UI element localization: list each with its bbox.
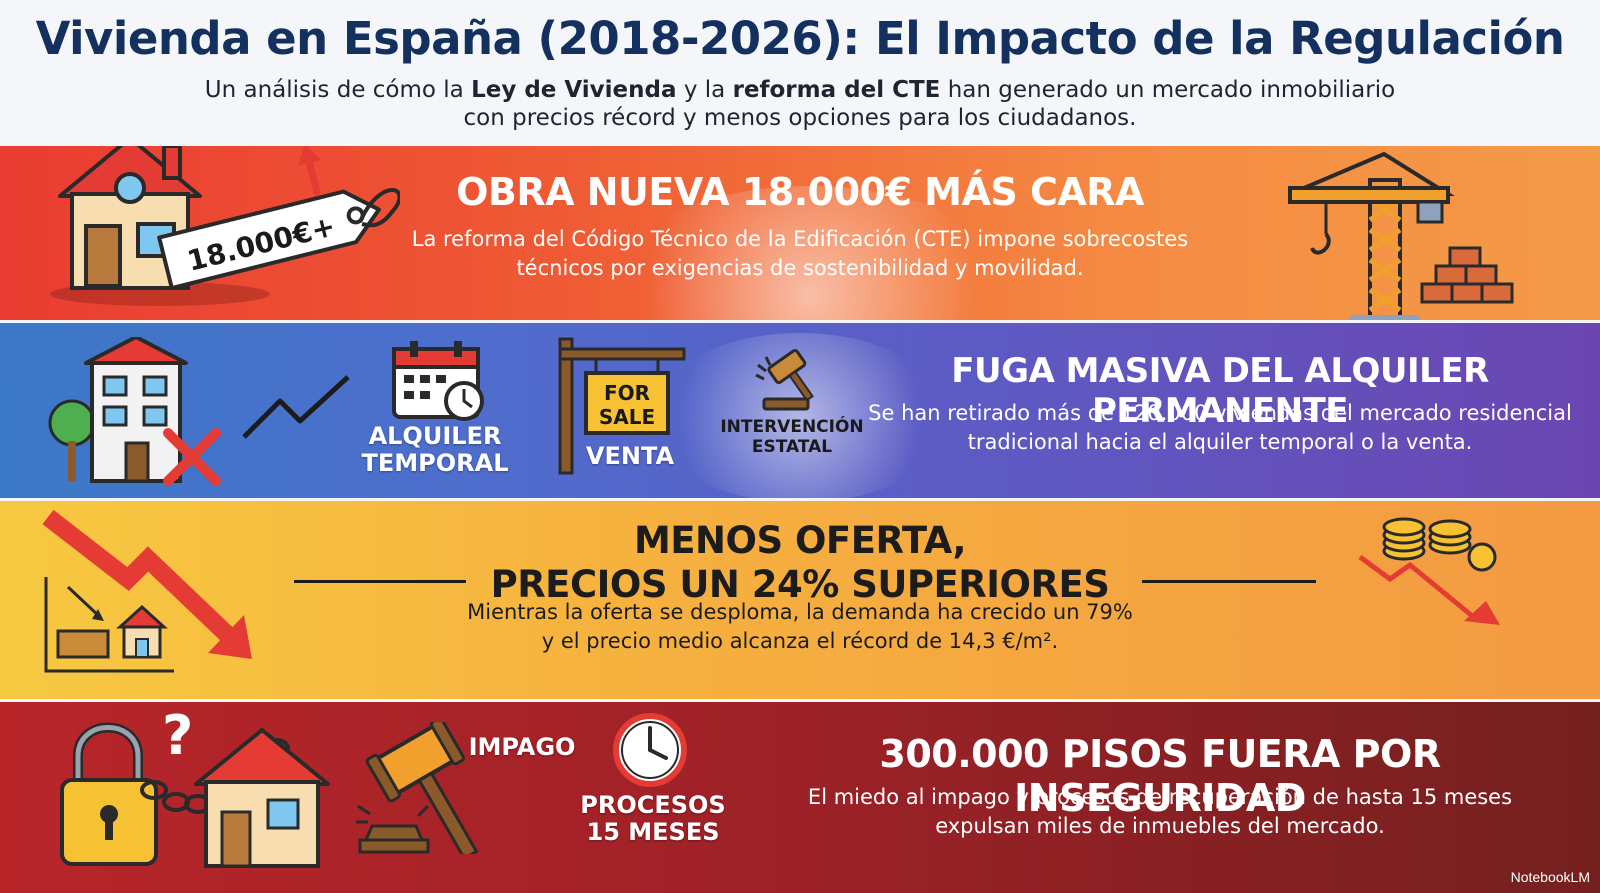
- divider-right: [1142, 580, 1316, 583]
- padlock-chain-house-icon: [60, 722, 330, 868]
- bricks-icon: [1420, 246, 1514, 304]
- svg-text:?: ?: [162, 704, 193, 762]
- section-insecurity: ? IMPAGO PROCESOS 15 MESES 300.000 PISOS…: [0, 702, 1600, 893]
- crane-icon: [1288, 151, 1455, 320]
- label-nonpayment: IMPAGO: [468, 733, 576, 761]
- label-temporary-rental: ALQUILER TEMPORAL: [361, 422, 509, 477]
- calendar-clock-icon: [392, 341, 484, 421]
- divider-left: [294, 580, 466, 583]
- falling-arrow-chart-icon: [42, 509, 252, 673]
- header: Vivienda en España (2018-2026): El Impac…: [0, 0, 1600, 146]
- section-heading: 300.000 PISOS FUERA POR INSEGURIDAD: [879, 732, 1441, 820]
- section-body: El miedo al impago y procesos de recuper…: [807, 785, 1513, 838]
- clock-icon: [613, 713, 687, 787]
- trend-line-icon: [242, 375, 350, 439]
- question-mark-icon: ?: [162, 704, 193, 762]
- section-heading: MENOS OFERTA, PRECIOS UN 24% SUPERIORES: [490, 519, 1110, 606]
- brand-watermark: NotebookLM: [1510, 869, 1590, 885]
- label-intervention: INTERVENCIÓN ESTATAL: [720, 417, 864, 457]
- label-sale: VENTA: [585, 442, 675, 470]
- gavel-icon: [356, 722, 479, 854]
- section-rental-flight: ALQUILER TEMPORAL FOR SALE VENTA INTERVE…: [0, 323, 1600, 498]
- page-title: Vivienda en España (2018-2026): El Impac…: [35, 12, 1565, 65]
- for-sale-text: FOR SALE: [598, 381, 656, 429]
- coins-falling-icon: [1358, 517, 1500, 625]
- label-process-duration: PROCESOS 15 MESES: [580, 791, 726, 846]
- section-less-supply: MENOS OFERTA, PRECIOS UN 24% SUPERIORES …: [0, 501, 1600, 699]
- section-body: La reforma del Código Técnico de la Edif…: [411, 227, 1189, 280]
- section-heading: FUGA MASIVA DEL ALQUILER PERMANENTE: [951, 351, 1489, 431]
- building-crossed-icon: [48, 337, 221, 486]
- for-sale-sign-icon: [558, 337, 686, 475]
- section-body: Se han retirado más de 120.000 viviendas…: [868, 401, 1572, 454]
- house-price-tag-icon: 18.000€+: [50, 146, 400, 306]
- section-body: Mientras la oferta se desploma, la deman…: [467, 600, 1133, 653]
- gavel-icon: [755, 349, 814, 411]
- section-heading: OBRA NUEVA 18.000€ MÁS CARA: [456, 170, 1144, 214]
- section-new-construction: 18.000€+ OBRA NUEVA 18.000€ MÁS CARA La …: [0, 146, 1600, 320]
- page-subtitle: Un análisis de cómo la Ley de Vivienda y…: [204, 77, 1396, 131]
